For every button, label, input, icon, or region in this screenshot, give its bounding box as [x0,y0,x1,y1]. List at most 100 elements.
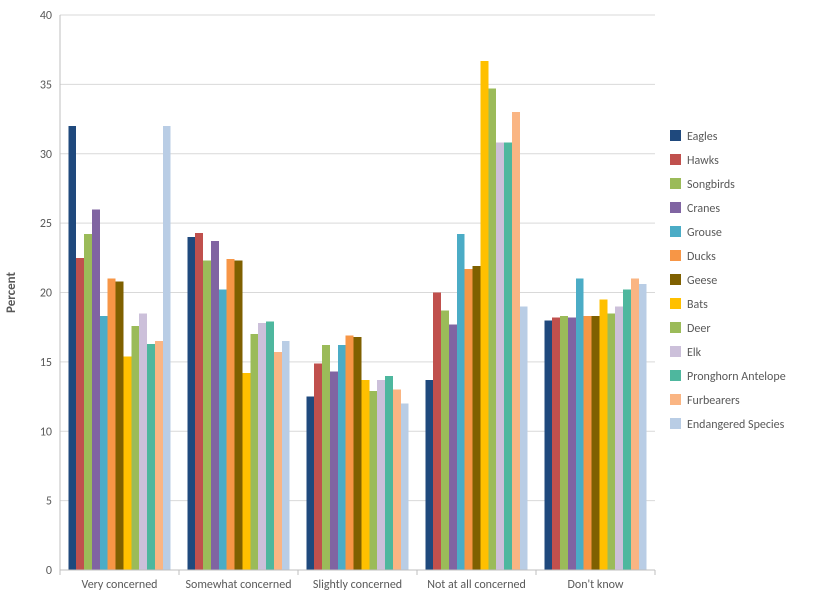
x-tick-labels: Very concerned Somewhat concerned Slightly… [60,570,655,592]
bar [361,380,369,570]
bar [639,284,647,570]
y-tick-label: 5 [46,495,52,509]
legend-swatch [670,250,681,261]
bar [163,126,171,570]
legend-swatch [670,202,681,213]
y-tick-label: 30 [40,148,52,162]
bar [369,391,377,570]
bars [68,61,646,570]
bar [441,311,449,570]
x-tick-label: Somewhat concerned [185,578,291,592]
legend-swatch [670,154,681,165]
bar [615,306,623,570]
legend-swatch [670,274,681,285]
legend-label: Endangered Species [687,418,785,432]
legend-label: Bats [687,298,708,312]
bar [100,316,108,570]
legend-label: Eagles [687,130,718,144]
bar [219,290,227,570]
legend-swatch [670,418,681,429]
bar [576,279,584,570]
bar [306,397,314,570]
y-tick-label: 25 [40,217,52,231]
legend-swatch [670,298,681,309]
bar [560,316,568,570]
bar [250,334,258,570]
bar [488,89,496,570]
bar [568,317,576,570]
bar [322,345,330,570]
y-tick-label: 35 [40,78,52,92]
bar [338,345,346,570]
bar [147,344,155,570]
bar [504,143,512,570]
legend-swatch [670,346,681,357]
bar [116,281,124,570]
bar [266,322,274,570]
legend-swatch [670,394,681,405]
y-tick-label: 15 [40,356,52,370]
x-tick-label: Very concerned [82,578,158,592]
bar [393,390,401,570]
legend-label: Ducks [687,250,716,264]
y-tick-labels: 0 5 10 15 20 25 30 35 40 [40,9,52,578]
bar [139,313,147,570]
bar [449,324,457,570]
legend-label: Deer [687,322,711,336]
bar [274,352,282,570]
bar [607,313,615,570]
bar [76,258,84,570]
legend-swatch [670,322,681,333]
bar [631,279,639,570]
legend-swatch [670,178,681,189]
bar [473,266,481,570]
concern-bar-chart: 0 5 10 15 20 25 30 35 40 Very concerned Somewhat … [0,0,840,611]
bar [599,299,607,570]
legend-swatch [670,226,681,237]
x-tick-label: Don't know [567,578,623,592]
legend-label: Cranes [687,202,720,216]
bar [385,376,393,570]
bar [496,143,504,570]
bar [242,373,250,570]
legend-label: Geese [687,274,717,288]
bar [330,372,338,570]
legend-label: Hawks [687,154,719,168]
legend-label: Grouse [687,226,722,240]
bar [92,209,100,570]
bar [520,306,528,570]
bar [354,337,362,570]
bar [465,269,473,570]
legend-swatch [670,130,681,141]
legend-label: Pronghorn Antelope [687,370,786,384]
legend: Eagles Hawks Songbirds Cranes Grouse Ducks Gee… [670,130,786,432]
bar [480,61,488,570]
bar [544,320,552,570]
bar [84,234,92,570]
bar [131,326,139,570]
bar [108,279,116,570]
bar [123,356,131,570]
legend-swatch [670,370,681,381]
bar [592,316,600,570]
bar [68,126,76,570]
y-tick-label: 10 [40,425,52,439]
legend-label: Songbirds [687,178,735,192]
bar [235,261,243,570]
x-tick-label: Slightly concerned [313,578,402,592]
bar [282,341,290,570]
legend-label: Elk [687,346,702,360]
legend-label: Furbearers [687,394,740,408]
bar [314,363,322,570]
y-tick-label: 20 [40,287,52,301]
bar [425,380,433,570]
bar [227,259,235,570]
bar [377,380,385,570]
bar [346,336,354,570]
bar [457,234,465,570]
bar [195,233,203,570]
bar [552,317,560,570]
y-tick-label: 0 [46,564,52,578]
bar [623,290,631,570]
y-tick-label: 40 [40,9,52,23]
